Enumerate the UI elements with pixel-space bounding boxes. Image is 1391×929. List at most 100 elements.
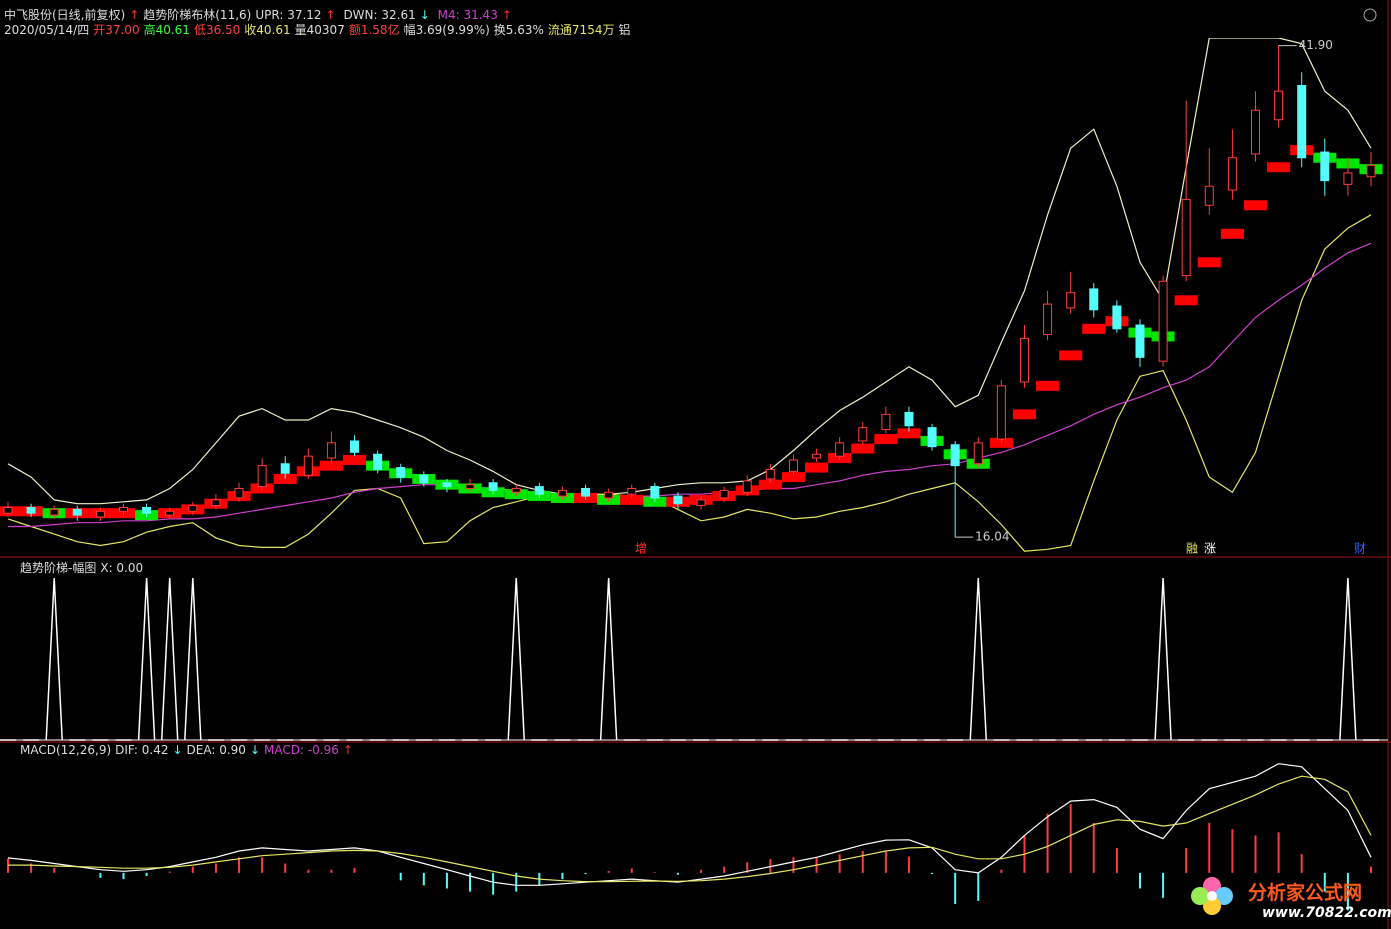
quote-line: 2020/05/14/四 开37.00 高40.61 低36.50 收40.61 量403…: [4, 21, 634, 38]
candle-body: [142, 506, 152, 514]
legend: DWN: 32.61: [343, 8, 416, 22]
watermark-name: 分析家公式网: [1248, 882, 1363, 904]
panel-button[interactable]: [1363, 8, 1377, 22]
stair-step: [319, 460, 343, 471]
quote-item: 流通7154万: [547, 23, 615, 37]
stair-step: [1059, 350, 1083, 361]
candle-body: [442, 482, 452, 488]
candle-body: [488, 482, 498, 491]
quote-item: 铝: [618, 23, 631, 37]
stock-name: 中飞股份(日线,前复权): [4, 8, 126, 22]
candle-body: [1366, 164, 1376, 178]
stair-step: [781, 472, 806, 483]
quote-item: 幅3.69(9.99%): [403, 23, 490, 37]
candle-body: [165, 510, 175, 516]
candle-body: [950, 444, 960, 467]
event-marker: 财: [1354, 542, 1366, 556]
candle-body: [1204, 185, 1214, 206]
candle-body: [511, 487, 521, 493]
panel-title: MACD(12,26,9): [20, 743, 112, 757]
candle-body: [26, 506, 36, 514]
quote-item: 额1.58亿: [348, 23, 400, 37]
event-marker: 增: [635, 542, 647, 556]
candle-body: [627, 487, 637, 495]
candle-body: [257, 465, 267, 488]
candle-body: [1320, 151, 1330, 182]
candle-body: [927, 427, 937, 448]
candle-body: [72, 508, 82, 516]
legend: M4: 31.43: [437, 8, 498, 22]
candle-body: [1019, 337, 1029, 383]
event-marker: 涨: [1204, 541, 1216, 556]
quote-item: 收40.61: [244, 23, 291, 37]
candle-body: [696, 499, 706, 507]
candle-body: [557, 489, 567, 497]
quote-item: 低36.50: [193, 23, 241, 37]
stair-step: [897, 428, 921, 439]
logo: [1190, 872, 1250, 924]
spike: [969, 577, 988, 741]
spike: [507, 577, 525, 741]
candle-body: [973, 442, 983, 465]
candle-body: [3, 506, 13, 514]
candle-body: [1250, 109, 1260, 155]
candle-body: [1227, 157, 1237, 191]
candle-body: [465, 484, 475, 489]
candle-body: [835, 442, 845, 457]
legend: DEA: 0.90: [186, 743, 246, 757]
panel-title: 趋势阶梯-幅图: [20, 561, 97, 575]
candle-body: [419, 474, 429, 484]
candle-body: [280, 463, 290, 474]
candle-body: [1043, 303, 1053, 336]
candle-body: [49, 508, 59, 516]
candle-body: [1066, 292, 1076, 309]
stair-step: [805, 462, 829, 473]
candle-body: [788, 459, 798, 472]
stair-step: [1174, 295, 1198, 306]
candle-body: [1297, 85, 1307, 159]
panel-header: 趋势阶梯-幅图 X: 0.00: [20, 559, 147, 576]
indicator-line: [8, 242, 1372, 528]
stair-step: [1036, 380, 1060, 391]
candle-body: [303, 455, 313, 476]
indicator-line: [7, 38, 1372, 505]
candle-body: [326, 442, 336, 459]
stair-step: [1267, 162, 1291, 173]
candle-body: [858, 427, 868, 442]
indicator-title: 趋势阶梯布林(11,6): [143, 8, 252, 22]
spike: [1339, 577, 1357, 741]
legend: MACD: -0.96: [264, 743, 339, 757]
spike: [599, 577, 618, 741]
candle-body: [1089, 288, 1099, 311]
stair-step: [1082, 323, 1106, 334]
candle-body: [996, 385, 1006, 440]
candle-body: [1181, 199, 1191, 277]
spike: [1154, 577, 1172, 741]
candle-body: [673, 495, 683, 505]
indicator-line: [7, 214, 1372, 552]
stair-step: [1012, 409, 1037, 420]
candle-body: [211, 499, 221, 507]
annotation-label: 16.04: [975, 530, 1009, 544]
annotation-label: 41.90: [1299, 38, 1333, 52]
candle-body: [1135, 324, 1145, 358]
quote-item: 量40307: [294, 23, 345, 37]
readout: X: 0.00: [100, 561, 144, 575]
date: 2020/05/14/四: [4, 23, 90, 37]
spike: [45, 577, 63, 741]
event-marker: 融: [1186, 542, 1198, 556]
candle-body: [119, 506, 129, 512]
quote-item: 换5.63%: [493, 23, 544, 37]
legend: DIF: 0.42: [115, 743, 169, 757]
candle-body: [581, 487, 591, 497]
stair-step: [1243, 200, 1268, 211]
stair-step: [1220, 228, 1244, 239]
stair-step: [758, 479, 782, 490]
spike: [184, 577, 202, 741]
candle-body: [1158, 280, 1168, 362]
stair-step: [620, 494, 644, 505]
candle-body: [396, 467, 406, 478]
